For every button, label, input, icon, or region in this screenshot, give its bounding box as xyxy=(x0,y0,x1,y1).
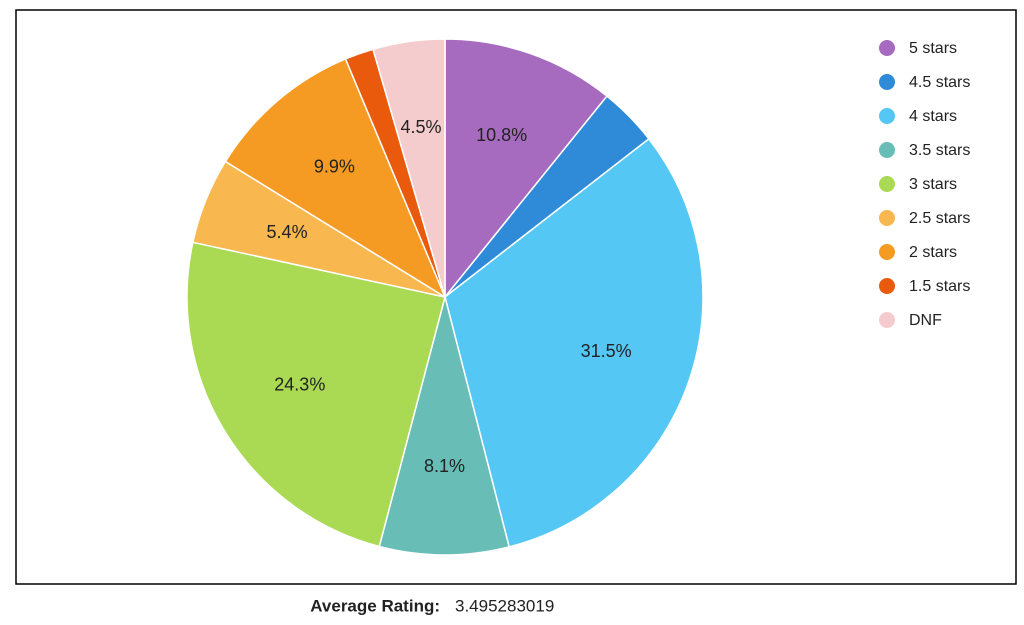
legend-label: 1.5 stars xyxy=(909,278,970,295)
legend-swatch xyxy=(879,176,895,192)
pie-slice xyxy=(444,38,608,300)
pie-slice xyxy=(224,57,447,299)
legend: 5 stars 4.5 stars 4 stars 3.5 stars 3 stars 2… xyxy=(879,40,970,329)
legend-label: 3.5 stars xyxy=(909,142,970,159)
legend-swatch xyxy=(879,40,895,56)
slice-label: 24.3% xyxy=(274,375,325,395)
pie-slice xyxy=(378,294,511,556)
legend-label: 5 stars xyxy=(909,40,957,57)
legend-swatch xyxy=(879,210,895,226)
legend-swatch xyxy=(879,312,895,328)
legend-swatch xyxy=(879,244,895,260)
slice-label: 9.9% xyxy=(314,156,355,176)
legend-label: 3 stars xyxy=(909,176,957,193)
legend-swatch xyxy=(879,278,895,294)
legend-label: 4 stars xyxy=(909,108,957,125)
slice-label: 5.4% xyxy=(267,222,308,242)
legend-label: DNF xyxy=(909,312,942,329)
legend-swatch xyxy=(879,142,895,158)
footer-value: 3.495283019 xyxy=(455,596,554,615)
slice-label: 31.5% xyxy=(581,341,632,361)
slice-label: 10.8% xyxy=(476,125,527,145)
footer-label: Average Rating: xyxy=(310,596,440,615)
legend-label: 2 stars xyxy=(909,244,957,261)
slice-label: 4.5% xyxy=(400,117,441,137)
pie-slice xyxy=(186,241,446,548)
pie-slice xyxy=(372,38,446,298)
pie-slice xyxy=(444,137,704,548)
pie: 10.8% 31.5% 8.1% 24.3% 5.4% 9.9% 4.5% xyxy=(186,38,704,556)
legend-swatch xyxy=(879,108,895,124)
slice-label: 8.1% xyxy=(424,456,465,476)
legend-label: 2.5 stars xyxy=(909,210,970,227)
legend-label: 4.5 stars xyxy=(909,74,970,91)
legend-swatch xyxy=(879,74,895,90)
